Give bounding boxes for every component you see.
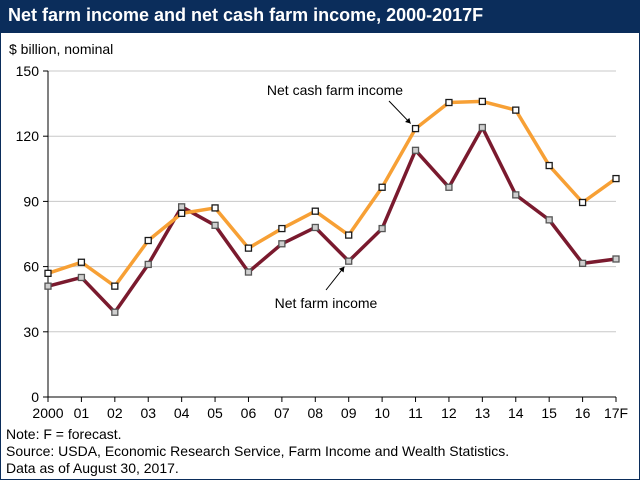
net-farm-income-point [278,240,286,248]
net-farm-income-point [177,203,186,211]
net-cash-farm-income-point [378,183,386,191]
net-farm-income-point [77,273,86,282]
net-cash-farm-income-point [311,207,319,215]
annotation-leader-line [388,100,412,124]
y-tick-label: 30 [23,324,39,340]
net-cash-farm-income-point [211,204,219,212]
net-farm-income-point [244,268,253,276]
title-bar: Net farm income and net cash farm income… [0,0,640,33]
x-tick-label: 06 [241,405,257,421]
net-farm-income-point [445,183,453,191]
x-tick-label: 09 [341,405,357,421]
chart-title: Net farm income and net cash farm income… [8,5,484,25]
x-tick-label: 11 [408,405,423,421]
chart-notes: Note: F = forecast. Source: USDA, Econom… [6,426,509,477]
net-farm-income-line [47,125,617,314]
y-tick-label: 90 [23,193,39,209]
net-cash-farm-income-point [278,224,286,233]
net-farm-income-point [545,216,553,224]
x-tick-label: 2000 [32,405,63,421]
x-tick-label: 10 [374,405,390,421]
net-farm-income-point [612,255,620,263]
x-tick-label: 07 [274,405,290,421]
net-farm-income-point [311,223,319,232]
net-cash-farm-income-point [545,161,553,170]
x-tick-label: 01 [74,405,90,421]
net-cash-farm-income-point [345,231,353,239]
annotation-net-farm-income: Net farm income [275,295,378,311]
net-cash-farm-income-point [244,244,253,252]
x-tick-label: 17F [604,405,628,421]
x-tick-label: 08 [308,405,324,421]
net-farm-income-point [578,259,587,267]
annotation-arrowhead [405,117,411,124]
y-axis-unit-label: $ billion, nominal [9,41,114,57]
annotation-arrowhead [338,266,345,273]
x-tick-label: 04 [174,405,190,421]
note-data-date: Data as of August 30, 2017. [6,460,179,476]
x-tick-label: 13 [475,405,491,421]
net-farm-income-point [345,257,353,265]
net-cash-farm-income-point [411,124,420,133]
net-farm-income-point [378,224,386,233]
x-tick-label: 15 [541,405,557,421]
net-farm-income-point [144,260,152,269]
net-cash-farm-income-point [612,174,620,183]
net-farm-income-point [411,146,420,154]
net-cash-farm-income-point [177,209,186,218]
net-farm-income-point [512,191,520,199]
annotation-net-cash-farm-income: Net cash farm income [267,82,403,98]
note-source: Source: USDA, Economic Research Service,… [6,443,510,459]
x-tick-label: 03 [140,405,156,421]
y-tick-label: 0 [31,389,39,405]
net-cash-farm-income-point [144,236,152,245]
note-forecast: Note: F = forecast. [6,426,122,442]
net-cash-farm-income-point [111,282,119,290]
x-tick-label: 14 [508,405,524,421]
net-farm-income-point [111,308,119,316]
net-cash-farm-income-point [44,269,52,277]
net-cash-farm-income-point [512,106,520,114]
y-tick-label: 120 [16,128,40,144]
y-tick-label: 150 [16,63,40,79]
x-tick-label: 02 [107,405,123,421]
net-farm-income-point [211,221,219,229]
net-farm-income-point [478,123,487,132]
x-tick-label: 12 [441,405,457,421]
net-cash-farm-income-line [47,99,618,288]
net-cash-farm-income-point [478,97,487,106]
x-tick-label: 16 [575,405,591,421]
net-cash-farm-income-point [578,198,587,207]
net-cash-farm-income-point [77,258,86,266]
net-farm-income-point [44,282,52,290]
net-cash-farm-income-point [445,98,453,107]
x-tick-label: 05 [207,405,223,421]
y-tick-label: 60 [23,259,39,275]
